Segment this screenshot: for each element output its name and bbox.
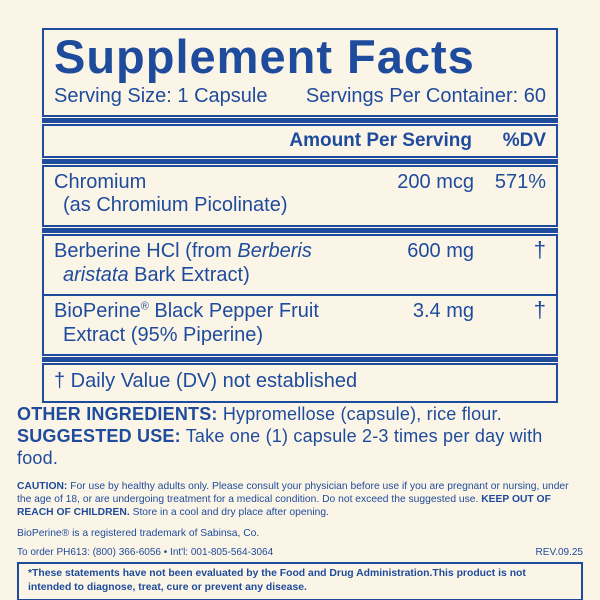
ingredient-amount: 200 mcg	[397, 170, 474, 193]
revision-number: REV.09.25	[535, 547, 583, 559]
ingredient-name: Berberine HCl (from Berberis aristata Ba…	[54, 240, 362, 287]
serving-size: Serving Size: 1 Capsule	[54, 84, 268, 107]
ingredient-dv-dagger: †	[533, 237, 546, 263]
fda-disclaimer-text: *These statements have not been evaluate…	[28, 568, 526, 593]
facts-title: Supplement Facts	[54, 30, 475, 83]
keep-out-of-reach-label: KEEP OUT OF REACH OF CHILDREN.	[17, 494, 551, 519]
ingredient-group: Berberine HCl (from Berberis aristata Ba…	[42, 234, 558, 357]
registered-mark: ®	[140, 300, 149, 313]
order-phone-numbers: To order PH613: (800) 366-6056 • Int'l: …	[17, 547, 274, 559]
ingredient-name-text: Berberine HCl (from	[54, 240, 238, 263]
section-divider-thick	[42, 158, 558, 164]
ingredient-name-latin: Berberis	[237, 240, 312, 263]
ingredient-name-text: Bark Extract)	[128, 263, 250, 286]
ingredient-amount: 3.4 mg	[412, 300, 474, 323]
trademark-line: BioPerine® is a registered trademark of …	[17, 528, 260, 540]
other-ingredients-line: OTHER INGREDIENTS: Hypromellose (capsule…	[17, 404, 583, 426]
section-divider-thick	[42, 228, 558, 234]
suggested-use-label: SUGGESTED USE:	[17, 425, 181, 446]
suggested-use-text: Take one (1) capsule 2-3 times per day w…	[17, 425, 543, 468]
ingredient-name: Chromium (as Chromium Picolinate)	[54, 171, 362, 218]
serving-info: Serving Size: 1 Capsule Servings Per Con…	[54, 85, 546, 108]
ingredient-dv-dagger: †	[533, 297, 546, 323]
order-info-row: To order PH613: (800) 366-6056 • Int'l: …	[17, 547, 583, 558]
ingredient-amount: 600 mg	[407, 240, 474, 263]
ingredient-name-text: BioPerine	[54, 300, 141, 323]
column-amount-per-serving: Amount Per Serving	[289, 129, 472, 151]
storage-text: Store in a cool and dry place after open…	[132, 507, 329, 519]
column-header-row: Amount Per Serving %DV	[42, 123, 558, 158]
ingredient-dv: 571%	[494, 170, 546, 193]
other-ingredients-text: Hypromellose (capsule), rice flour.	[222, 404, 502, 424]
section-divider-thick	[42, 357, 558, 363]
caution-label: CAUTION:	[17, 480, 68, 492]
ingredient-row-chromium: Chromium (as Chromium Picolinate) 200 mc…	[42, 164, 558, 228]
suggested-use-line: SUGGESTED USE: Take one (1) capsule 2-3 …	[17, 426, 583, 470]
ingredient-name-sub: (as Chromium Picolinate)	[63, 194, 288, 217]
supplement-facts-panel: Supplement Facts Serving Size: 1 Capsule…	[42, 28, 558, 404]
section-divider-thick	[42, 117, 558, 123]
caution-paragraph: CAUTION: For use by healthy adults only.…	[17, 480, 583, 520]
other-ingredients-label: OTHER INGREDIENTS:	[17, 404, 218, 424]
ingredient-name-sub: Extract (95% Piperine)	[63, 323, 264, 346]
ingredient-name-text: Chromium	[54, 170, 147, 193]
servings-per-container: Servings Per Container: 60	[305, 84, 546, 107]
ingredient-name-text: Black Pepper Fruit	[148, 300, 319, 323]
daily-value-footnote: † Daily Value (DV) not established	[42, 363, 558, 404]
ingredient-name-latin: aristata	[63, 263, 129, 286]
caution-text: For use by healthy adults only. Please c…	[17, 480, 569, 506]
facts-header: Supplement Facts Serving Size: 1 Capsule…	[42, 28, 558, 117]
ingredient-name: BioPerine® Black Pepper Fruit Extract (9…	[54, 300, 362, 347]
ingredient-row-berberine: Berberine HCl (from Berberis aristata Ba…	[44, 236, 556, 297]
ingredient-row-bioperine: BioPerine® Black Pepper Fruit Extract (9…	[44, 296, 556, 354]
column-percent-dv: %DV	[502, 129, 546, 151]
label-lower-text: OTHER INGREDIENTS: Hypromellose (capsule…	[0, 404, 600, 600]
fda-disclaimer-box: *These statements have not been evaluate…	[17, 562, 583, 600]
